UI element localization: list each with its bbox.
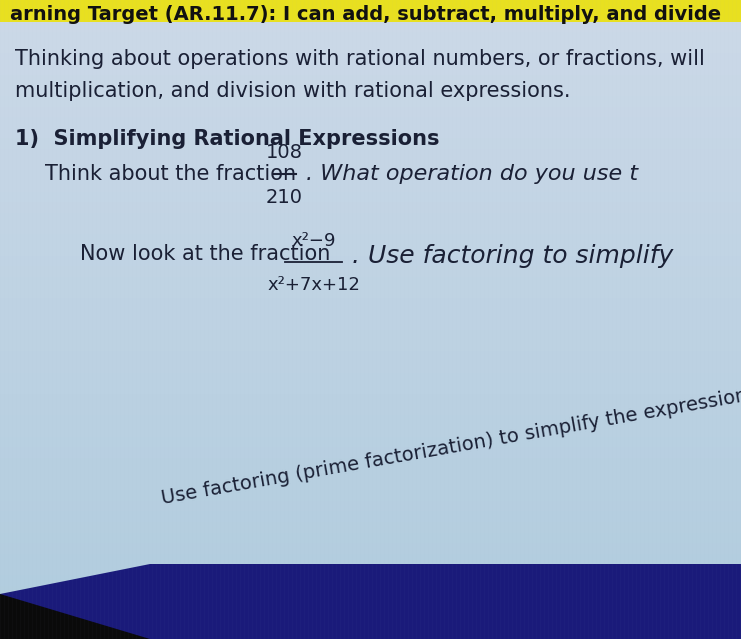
Bar xyxy=(0,213,741,224)
Bar xyxy=(0,21,741,32)
Bar xyxy=(0,575,741,586)
Bar xyxy=(0,203,741,213)
Bar xyxy=(0,362,741,373)
Text: . What operation do you use t: . What operation do you use t xyxy=(306,164,638,184)
Polygon shape xyxy=(0,564,741,639)
Bar xyxy=(0,11,741,21)
Bar xyxy=(0,0,741,22)
Text: Think about the fraction: Think about the fraction xyxy=(45,164,303,184)
Bar xyxy=(0,596,741,607)
Text: multiplication, and division with rational expressions.: multiplication, and division with ration… xyxy=(15,81,571,101)
Bar xyxy=(0,245,741,256)
Polygon shape xyxy=(0,594,150,639)
Bar xyxy=(0,394,741,404)
Bar xyxy=(0,96,741,107)
Bar xyxy=(0,43,741,53)
Bar xyxy=(0,447,741,458)
Bar xyxy=(0,522,741,532)
Bar xyxy=(0,128,741,139)
Bar xyxy=(0,224,741,235)
Bar xyxy=(0,320,741,330)
Text: 210: 210 xyxy=(266,188,303,207)
Bar xyxy=(0,171,741,181)
Bar xyxy=(0,149,741,160)
Text: x²+7x+12: x²+7x+12 xyxy=(268,276,360,294)
Bar xyxy=(0,288,741,298)
Bar xyxy=(0,53,741,64)
Bar xyxy=(0,235,741,245)
Bar xyxy=(0,468,741,479)
Bar xyxy=(0,607,741,618)
Bar xyxy=(0,298,741,309)
Text: 1)  Simplifying Rational Expressions: 1) Simplifying Rational Expressions xyxy=(15,129,439,149)
Text: x²−9: x²−9 xyxy=(291,232,336,250)
Text: . Use factoring to simplify: . Use factoring to simplify xyxy=(353,244,674,268)
Bar xyxy=(0,330,741,341)
Bar xyxy=(0,532,741,543)
Bar xyxy=(0,341,741,351)
Bar xyxy=(0,117,741,128)
Bar xyxy=(0,554,741,564)
Bar xyxy=(0,490,741,500)
Bar xyxy=(0,511,741,522)
Bar xyxy=(0,436,741,447)
Bar xyxy=(0,479,741,490)
Text: arning Target (AR.11.7): I can add, subtract, multiply, and divide: arning Target (AR.11.7): I can add, subt… xyxy=(10,5,721,24)
Bar xyxy=(0,458,741,468)
Bar xyxy=(0,266,741,277)
Bar xyxy=(0,373,741,383)
Text: Thinking about operations with rational numbers, or fractions, will: Thinking about operations with rational … xyxy=(15,49,705,69)
Bar xyxy=(0,383,741,394)
Bar xyxy=(0,32,741,43)
Bar xyxy=(0,64,741,75)
Bar xyxy=(0,426,741,436)
Bar xyxy=(0,415,741,426)
Bar xyxy=(0,160,741,171)
Bar xyxy=(0,181,741,192)
Bar xyxy=(0,192,741,203)
Bar xyxy=(0,586,741,596)
Bar xyxy=(0,500,741,511)
Bar xyxy=(0,564,741,575)
Bar xyxy=(0,618,741,628)
Bar xyxy=(0,0,741,11)
Text: Now look at the fraction: Now look at the fraction xyxy=(80,244,337,264)
Bar xyxy=(0,107,741,117)
Text: Use factoring (prime factorization) to simplify the expression: Use factoring (prime factorization) to s… xyxy=(160,386,741,508)
Text: 108: 108 xyxy=(266,143,303,162)
Bar xyxy=(0,139,741,149)
Bar xyxy=(0,351,741,362)
Bar xyxy=(0,404,741,415)
Bar xyxy=(0,543,741,554)
Bar xyxy=(0,75,741,85)
Bar xyxy=(0,628,741,639)
Bar xyxy=(0,309,741,320)
Bar xyxy=(0,277,741,288)
Bar xyxy=(0,256,741,266)
Bar xyxy=(0,85,741,96)
